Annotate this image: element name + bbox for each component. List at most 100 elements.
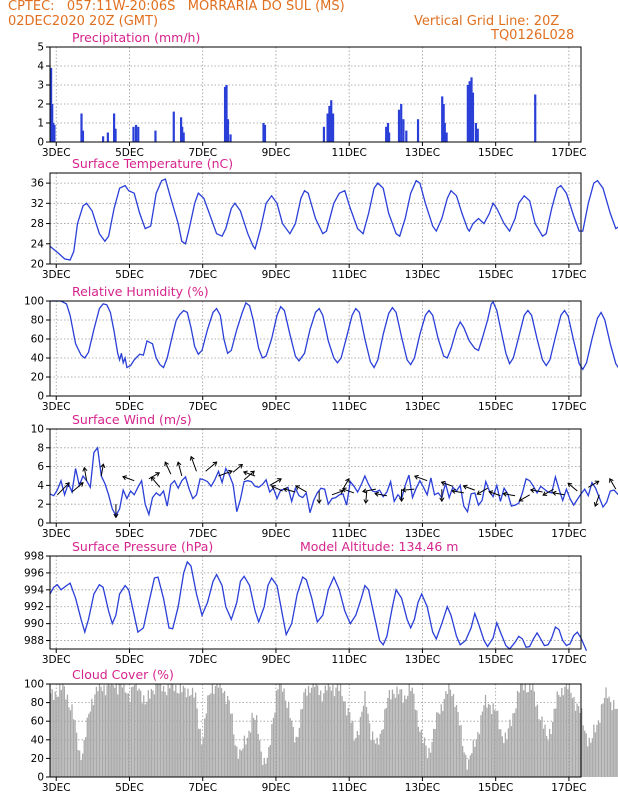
cloud-bar — [66, 694, 69, 777]
cloud-bar — [164, 691, 166, 777]
cloud-bar — [457, 712, 459, 777]
wind-vector — [402, 488, 415, 491]
cloud-bar — [170, 684, 172, 777]
cloud-bar — [260, 751, 262, 777]
cloud-bar — [455, 704, 458, 777]
cloud-bar — [494, 710, 496, 777]
cloud-bar — [538, 719, 540, 777]
cloud-bar — [324, 685, 326, 777]
header-grid-info: Vertical Grid Line: 20Z — [414, 14, 560, 29]
precip-bar — [471, 92, 475, 142]
cloud-bar — [600, 704, 603, 777]
cloud-bar — [487, 703, 490, 777]
cloud-bar — [82, 753, 84, 777]
x-tick-label: 5DEC — [115, 654, 144, 666]
cloud-bar — [50, 693, 52, 777]
wind-vector-head — [551, 490, 557, 496]
cloud-bar — [562, 695, 564, 777]
cloud-bar — [338, 691, 340, 777]
cloud-bar — [410, 691, 412, 777]
cloud-bar — [490, 714, 493, 777]
cloud-bar — [80, 760, 82, 777]
cloud-bar — [152, 690, 154, 777]
cloud-bar — [245, 744, 247, 777]
cloud-bar — [559, 696, 561, 777]
cloud-bar — [198, 728, 200, 777]
wind-vector — [56, 482, 70, 496]
cloud-bar — [529, 684, 531, 777]
x-tick-label: 17DEC — [551, 654, 586, 666]
cloud-bar — [303, 692, 305, 777]
cloud-bar — [89, 711, 91, 777]
cloud-bar — [132, 686, 134, 777]
precip-bar — [388, 132, 391, 142]
panel-title: Surface Wind (m/s) — [72, 412, 192, 427]
cloud-bar — [202, 737, 204, 777]
cloud-bar — [162, 685, 165, 777]
cloud-bar — [512, 713, 514, 777]
cloud-bar — [231, 713, 233, 777]
cloud-bar — [478, 734, 481, 777]
cloud-bar — [225, 703, 227, 777]
cloud-bar — [286, 707, 288, 777]
cloud-bar — [291, 720, 293, 777]
precip-bar — [263, 124, 267, 142]
y-tick-label: 20 — [31, 372, 44, 384]
wind-vector — [503, 493, 516, 497]
cloud-bar — [150, 688, 153, 777]
precip-bar — [114, 128, 117, 142]
cloud-bar — [565, 684, 568, 777]
wind-vector — [588, 480, 599, 488]
cloud-bar — [146, 701, 148, 777]
wind-vector-head — [295, 485, 300, 490]
cloud-bar — [51, 689, 53, 777]
precip-bar — [134, 124, 138, 142]
cloud-bar — [252, 717, 255, 777]
cloud-bar — [71, 704, 73, 777]
wind-vector-head — [122, 475, 127, 481]
panel-title: Cloud Cover (%) — [72, 667, 174, 682]
cloud-bar — [92, 705, 95, 777]
precip-bar — [181, 126, 184, 142]
cloud-bar — [524, 684, 526, 777]
x-tick-label: 13DEC — [405, 401, 440, 413]
y-tick-label: 4 — [37, 480, 44, 492]
cloud-bar — [120, 684, 122, 777]
wind-vector — [375, 493, 387, 497]
cloud-bar — [416, 710, 418, 777]
plot-frame — [49, 555, 582, 650]
x-tick-label: 11DEC — [331, 269, 366, 281]
cloud-bar — [103, 685, 105, 777]
cloud-bar — [492, 703, 494, 777]
cloud-bar — [321, 701, 323, 777]
cloud-bar — [294, 742, 296, 777]
wind-vector-head — [341, 487, 347, 493]
cloud-bar — [288, 701, 290, 777]
precip-bar — [534, 94, 537, 142]
x-tick-label: 15DEC — [478, 269, 513, 281]
wind-vector-head — [150, 476, 156, 482]
cloud-bar — [614, 709, 616, 777]
cloud-bar — [289, 718, 291, 777]
cloud-bar — [341, 696, 343, 777]
panel-title: Precipitation (mm/h) — [72, 30, 200, 45]
cloud-bar — [185, 697, 188, 777]
cloud-bar — [465, 754, 467, 777]
precip-panel: 0 1 2 3 4 5 3DEC 5DEC 7DEC 9DEC 11DEC 13DEC 15DEC 17D… — [37, 30, 586, 159]
cloud-bar — [56, 696, 58, 777]
cloud-bar — [240, 750, 243, 777]
cloud-bar — [220, 688, 223, 777]
cloud-bar — [413, 693, 415, 777]
cloud-bar — [141, 703, 143, 777]
wind-vector-head — [363, 499, 369, 504]
cloud-bar — [539, 720, 542, 777]
wind-vector-head — [594, 480, 600, 486]
wind-vector-head — [316, 499, 322, 504]
y-tick-label: 20 — [31, 753, 44, 765]
cloud-bar — [335, 687, 337, 777]
cloud-bar — [191, 687, 194, 777]
x-tick-label: 3DEC — [42, 269, 71, 281]
cloud-bar — [379, 733, 381, 777]
cloud-bar — [477, 732, 479, 777]
plot-frame — [49, 172, 582, 265]
